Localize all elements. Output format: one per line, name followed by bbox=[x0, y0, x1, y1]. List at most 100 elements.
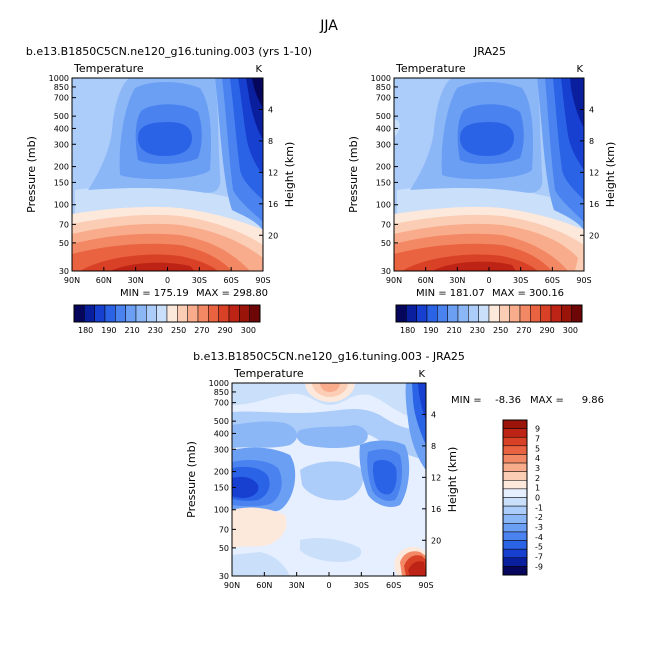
x-tick-label: 0 bbox=[486, 276, 491, 285]
x-tick-label: 90N bbox=[386, 276, 402, 285]
colorbar-swatch bbox=[94, 304, 106, 323]
colorbar-swatch bbox=[239, 304, 250, 323]
y-tick-label: 1000 bbox=[209, 379, 229, 388]
y2-tick-label: 12 bbox=[431, 473, 441, 482]
y-tick-label: 200 bbox=[214, 468, 229, 477]
colorbar-swatch bbox=[509, 304, 521, 323]
y-tick-label: 100 bbox=[376, 201, 391, 210]
colorbar-label: 7 bbox=[535, 434, 540, 443]
max-text: MAX = 300.16 bbox=[492, 288, 564, 299]
colorbar-swatch bbox=[502, 436, 528, 447]
y-tick-label: 1000 bbox=[371, 74, 391, 83]
y2-tick-label: 8 bbox=[431, 442, 436, 451]
panel-subtitle: Temperature bbox=[73, 62, 144, 75]
y-tick-label: 300 bbox=[376, 140, 391, 149]
colorbar-swatch bbox=[502, 531, 528, 541]
colorbar-swatch bbox=[502, 514, 528, 524]
panel-reanalysis: JRA25 Temperature K 30 50 70 100 150 200 300 4 0 bbox=[347, 45, 617, 335]
min-text: MIN = 175.19 bbox=[120, 288, 189, 299]
colorbar-swatch bbox=[550, 304, 562, 323]
y-tick-label: 70 bbox=[381, 220, 391, 229]
y2-tick-label: 8 bbox=[589, 137, 594, 146]
colorbar-swatch bbox=[135, 304, 147, 323]
x-tick-label: 30N bbox=[128, 276, 144, 285]
colorbar-swatch bbox=[530, 304, 541, 323]
colorbar-swatch bbox=[73, 304, 85, 323]
colorbar-swatch bbox=[437, 304, 448, 323]
panel-title: b.e13.B1850C5CN.ne120_g16.tuning.003 (yr… bbox=[26, 45, 312, 58]
colorbar-label: 290 bbox=[217, 326, 232, 335]
y2-axis-label: Height (km) bbox=[283, 142, 296, 208]
max-text: MAX = 298.80 bbox=[196, 288, 268, 299]
contour-field bbox=[232, 383, 426, 576]
colorbar-label: -5 bbox=[535, 543, 543, 552]
y-tick-label: 150 bbox=[376, 178, 391, 187]
colorbar-swatch bbox=[488, 304, 500, 323]
y-tick-label: 400 bbox=[376, 124, 391, 133]
colorbar-label: -1 bbox=[535, 503, 543, 512]
panel-title: JRA25 bbox=[473, 45, 506, 58]
y-tick-label: 50 bbox=[59, 239, 69, 248]
colorbar-swatch bbox=[416, 304, 428, 323]
colorbar-swatch bbox=[502, 540, 528, 550]
colorbar-label: 250 bbox=[171, 326, 186, 335]
panel-subtitle: Temperature bbox=[233, 367, 304, 380]
colorbar-swatch bbox=[115, 304, 126, 323]
y-tick-label: 30 bbox=[381, 267, 391, 276]
y-axis-label: Pressure (mb) bbox=[347, 136, 360, 213]
colorbar-swatch bbox=[502, 419, 528, 429]
y2-tick-label: 8 bbox=[268, 137, 273, 146]
colorbar-label: 190 bbox=[101, 326, 116, 335]
y-tick-label: 50 bbox=[381, 239, 391, 248]
band-fill bbox=[300, 537, 362, 562]
y2-tick-label: 4 bbox=[431, 410, 436, 419]
colorbar-swatch bbox=[540, 304, 552, 323]
colorbar-frame bbox=[395, 304, 583, 323]
x-tick-label: 60N bbox=[96, 276, 112, 285]
colorbar: 180 190 210 230 250 270 290 300 bbox=[73, 304, 261, 335]
y2-tick-label: 20 bbox=[268, 231, 278, 240]
colorbar-label: 270 bbox=[194, 326, 209, 335]
x-tick-label: 30S bbox=[513, 276, 528, 285]
y2-axis-label: Height (km) bbox=[446, 447, 459, 513]
band-fill bbox=[232, 552, 290, 576]
x-tick-label: 90N bbox=[64, 276, 80, 285]
colorbar-swatch bbox=[406, 304, 417, 323]
y2-tick-label: 16 bbox=[589, 200, 599, 209]
band-fill bbox=[320, 383, 340, 392]
colorbar-swatch bbox=[571, 304, 583, 323]
colorbar-swatch bbox=[502, 523, 528, 533]
y2-tick-label: 16 bbox=[268, 200, 278, 209]
panel-model: b.e13.B1850C5CN.ne120_g16.tuning.003 (yr… bbox=[25, 45, 312, 335]
contour-field bbox=[72, 78, 263, 271]
colorbar-swatch bbox=[502, 505, 528, 515]
colorbar-label: 3 bbox=[535, 464, 540, 473]
y2-tick-label: 16 bbox=[431, 505, 441, 514]
y-tick-label: 850 bbox=[376, 83, 391, 92]
x-tick-label: 0 bbox=[326, 581, 331, 590]
y2-tick-label: 20 bbox=[589, 231, 599, 240]
colorbar-swatch bbox=[502, 488, 528, 498]
colorbar-swatch bbox=[177, 304, 188, 323]
colorbar-swatch bbox=[249, 304, 261, 323]
y-tick-label: 850 bbox=[54, 83, 69, 92]
y2-tick-label: 4 bbox=[589, 105, 594, 114]
colorbar-label: 4 bbox=[535, 454, 540, 463]
min-value: -8.36 bbox=[495, 395, 521, 406]
colorbar-swatch bbox=[502, 428, 528, 438]
max-label: MAX = bbox=[530, 395, 564, 406]
colorbar-label: -9 bbox=[535, 562, 543, 571]
colorbar-label: 250 bbox=[493, 326, 508, 335]
colorbar-swatch bbox=[457, 304, 469, 323]
colorbar-label: 190 bbox=[423, 326, 438, 335]
x-tick-label: 30N bbox=[289, 581, 305, 590]
colorbar-label: 230 bbox=[148, 326, 163, 335]
x-tick-label: 30N bbox=[449, 276, 465, 285]
colorbar-swatch bbox=[502, 462, 528, 472]
colorbar-swatch bbox=[104, 304, 116, 323]
y-tick-label: 850 bbox=[214, 388, 229, 397]
panel-difference: b.e13.B1850C5CN.ne120_g16.tuning.003 - J… bbox=[185, 350, 604, 590]
y-tick-label: 300 bbox=[214, 445, 229, 454]
colorbar-swatch bbox=[156, 304, 168, 323]
